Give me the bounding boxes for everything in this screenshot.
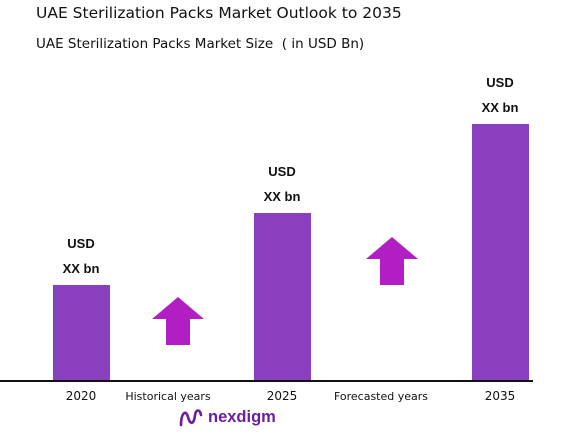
data-label-2020: USD XX bn [36, 231, 126, 281]
brand-name: nexdigm [208, 407, 276, 426]
period-label-historical: Historical years [125, 390, 211, 403]
data-label-line: USD [486, 74, 514, 90]
x-tick-label: 2035 [484, 389, 516, 403]
x-tick-label: 2020 [65, 389, 97, 403]
bar-2035 [471, 123, 529, 381]
brand-logo: nexdigm [178, 404, 276, 430]
data-label-line: XX bn [62, 261, 100, 276]
bar-2020 [52, 285, 110, 381]
bar-2025 [253, 213, 311, 381]
x-axis-line [0, 380, 533, 382]
data-label-line: USD [268, 164, 296, 179]
x-tick-label: 2025 [266, 389, 298, 403]
growth-arrow-icon [152, 297, 204, 345]
nexdigm-logo-icon [179, 409, 203, 427]
chart-title: UAE Sterilization Packs Market Outlook t… [36, 4, 402, 22]
data-label-2025: USD XX bn [237, 159, 327, 209]
data-label-line: XX bn [481, 99, 519, 115]
growth-arrow-icon [366, 237, 418, 285]
chart-subtitle: UAE Sterilization Packs Market Size ( in… [36, 36, 365, 52]
data-label-2035: USD XX bn [455, 70, 545, 120]
data-label-line: USD [67, 236, 95, 251]
period-label-forecasted: Forecasted years [333, 390, 429, 403]
data-label-line: XX bn [263, 189, 301, 204]
